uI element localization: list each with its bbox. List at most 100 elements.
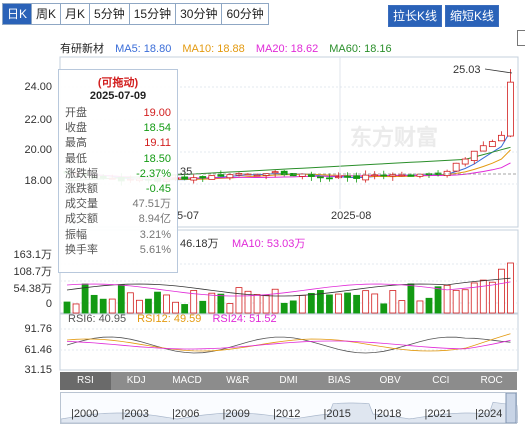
candle[interactable] — [461, 157, 469, 167]
popup-row: 收盘 18.54 — [65, 121, 171, 136]
popup-row: 成交额 8.94亿 — [65, 212, 171, 227]
volume-bar — [335, 293, 342, 314]
indicator-tab[interactable]: OBV — [379, 375, 401, 386]
popup-row-key: 最低 — [65, 152, 87, 165]
indicator-tab[interactable]: BIAS — [327, 375, 351, 386]
popup-row-key: 开盘 — [65, 107, 87, 119]
indicator-tab[interactable]: ROC — [480, 375, 503, 386]
candle[interactable] — [271, 170, 279, 178]
period-tab[interactable]: 5分钟 — [89, 3, 129, 25]
timeline-sparkline — [61, 393, 518, 423]
volume-bar — [416, 300, 424, 314]
candle[interactable] — [335, 172, 342, 179]
candle[interactable] — [307, 171, 315, 181]
popup-title: (可拖动) — [97, 77, 139, 89]
volume-bar — [326, 294, 333, 314]
volume-ma-line — [66, 281, 511, 297]
indicator-tab[interactable]: DMI — [279, 375, 298, 386]
rsi-line — [66, 336, 511, 354]
candle[interactable] — [371, 171, 379, 180]
max-price-arrow — [484, 68, 513, 74]
timeline-year-label: |2009 — [222, 408, 250, 420]
volume-bar — [199, 300, 207, 314]
volume-bar — [190, 290, 198, 314]
candle[interactable] — [344, 172, 351, 182]
candle[interactable] — [452, 162, 460, 172]
candle[interactable] — [470, 150, 478, 165]
volume-bar — [316, 290, 324, 314]
period-tab[interactable]: 周K — [31, 3, 61, 25]
indicator-tab[interactable]: CCI — [432, 375, 450, 386]
candle[interactable] — [298, 173, 306, 180]
popup-row-value: 5.61% — [139, 243, 171, 256]
candle[interactable] — [488, 139, 496, 148]
ma5-label: MA5: 18.80 — [115, 43, 172, 55]
popup-row-value: 18.50 — [143, 152, 171, 165]
info-popup[interactable]: (可拖动) 2025-07-09 开盘 19.00 收盘 18.54 最高 19.11 最低… — [58, 69, 178, 273]
candle[interactable] — [253, 173, 261, 177]
indicator-tab[interactable]: W&R — [226, 375, 250, 386]
candle[interactable] — [226, 173, 234, 181]
popup-row-value: 18.54 — [143, 122, 171, 135]
stock-name: 有研新材 — [60, 43, 104, 55]
candle[interactable] — [190, 174, 198, 184]
indicator-tab[interactable]: RSI — [60, 372, 111, 390]
popup-row: 涨跌额 -0.45 — [65, 182, 171, 197]
candle[interactable] — [380, 170, 388, 180]
rsi-axis-label: 31.15 — [24, 364, 52, 376]
volume-bar — [497, 268, 505, 314]
candle[interactable] — [199, 175, 207, 182]
period-tab[interactable]: 30分钟 — [175, 3, 222, 25]
candle[interactable] — [208, 175, 216, 180]
candle[interactable] — [289, 172, 297, 177]
period-tab[interactable]: 月K — [60, 3, 90, 25]
timeline-year-label: |2006 — [172, 408, 200, 420]
candle[interactable] — [353, 172, 361, 183]
popup-row: 最低 18.50 — [65, 152, 171, 167]
timeline-year-label: |2021 — [424, 408, 452, 420]
popup-row-key: 涨跌额 — [65, 182, 98, 195]
candle[interactable] — [479, 141, 487, 152]
volume-bar — [126, 292, 134, 314]
vol-ma10-label: MA10: 53.03万 — [232, 238, 306, 250]
volume-bar — [181, 304, 189, 314]
indicator-tab[interactable]: MACD — [172, 375, 202, 386]
collapse-panel-icon[interactable] — [517, 30, 525, 46]
popup-row-key: 最高 — [65, 137, 87, 150]
volume-bar — [172, 301, 180, 314]
period-tab[interactable]: 日K — [2, 3, 32, 25]
shrink-kline-button[interactable]: 缩短K线 — [445, 5, 500, 27]
volume-bar — [235, 287, 243, 314]
volume-axis-label: 54.38万 — [13, 283, 52, 295]
candle[interactable] — [497, 131, 505, 142]
period-tab[interactable]: 15分钟 — [128, 3, 176, 25]
stretch-kline-button[interactable]: 拉长K线 — [388, 5, 443, 27]
volume-bar — [72, 303, 80, 314]
candle[interactable] — [443, 169, 451, 178]
candle[interactable] — [398, 171, 406, 177]
ma-legend: 有研新材 MA5: 18.80 MA10: 18.88 MA20: 18.62 … — [60, 40, 400, 56]
volume-bar — [145, 298, 152, 314]
rsi-line — [66, 333, 511, 352]
candle[interactable] — [280, 169, 288, 177]
popup-row-value: -2.37% — [136, 167, 171, 180]
candle[interactable] — [389, 172, 397, 181]
volume-bar — [208, 292, 216, 314]
candle[interactable] — [262, 173, 270, 180]
candle[interactable] — [507, 69, 514, 138]
timeline-range-handle[interactable] — [505, 393, 517, 423]
candle[interactable] — [416, 173, 424, 179]
popup-row-value: 3.21% — [139, 228, 171, 241]
candle[interactable] — [326, 173, 333, 182]
period-tab[interactable]: 60分钟 — [221, 3, 269, 25]
candle[interactable] — [316, 176, 324, 183]
popup-row: 振幅 3.21% — [65, 228, 171, 243]
volume-bar — [371, 293, 379, 314]
volume-bar — [90, 294, 98, 314]
popup-row-key: 收盘 — [65, 122, 87, 135]
candle[interactable] — [362, 170, 370, 183]
volume-bar — [226, 303, 234, 314]
popup-row-key: 换手率 — [65, 243, 98, 256]
indicator-tab[interactable]: KDJ — [126, 375, 146, 386]
timeline-navigator[interactable]: |2000 |2003 |2006 |2009 |2012 |2015 |2018 |2021… — [60, 392, 518, 424]
